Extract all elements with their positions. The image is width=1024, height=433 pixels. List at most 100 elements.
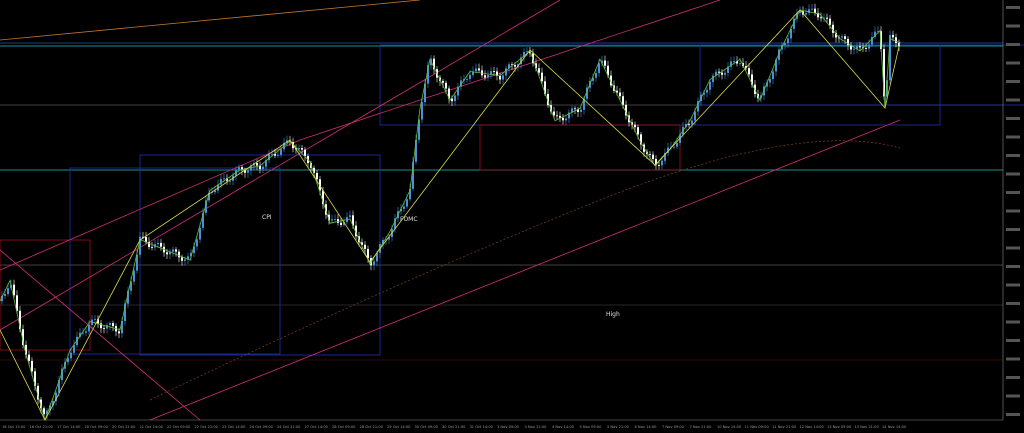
candle-body <box>895 37 897 43</box>
candle-body <box>274 153 276 156</box>
candle-body <box>715 71 717 76</box>
candle-body <box>568 112 570 119</box>
time-tick-label: 23 Oct 14:00 <box>222 425 246 429</box>
candle-body <box>766 82 768 87</box>
candle-body <box>31 360 33 372</box>
range-box <box>0 239 91 351</box>
candle-body <box>541 72 543 82</box>
price-tick-label <box>1006 154 1020 157</box>
cpi-annotation: CPI <box>262 214 272 221</box>
candle-body <box>112 323 114 327</box>
candle-body <box>448 88 450 99</box>
candle-body <box>832 24 834 33</box>
candle-body <box>364 244 366 249</box>
candle-body <box>868 44 870 49</box>
candle-body <box>610 75 612 86</box>
channel-line <box>0 0 561 331</box>
range-box <box>69 167 281 355</box>
candle-body <box>631 122 633 125</box>
candle-body <box>157 242 159 245</box>
candle-body <box>739 63 741 64</box>
price-tick-label <box>1006 302 1020 305</box>
candle-body <box>313 167 315 173</box>
candle-body <box>82 332 84 334</box>
candle-body <box>196 239 198 247</box>
candle-body <box>277 154 279 156</box>
candle-body <box>820 17 822 19</box>
candle-body <box>250 165 252 171</box>
candle-body <box>127 290 129 304</box>
candle-body <box>466 78 468 80</box>
candle-body <box>244 170 246 173</box>
candle-body <box>166 252 168 255</box>
candle-body <box>550 105 552 112</box>
candle-body <box>139 236 141 255</box>
candle-body <box>190 253 192 257</box>
candle-body <box>97 319 99 324</box>
candle-body <box>565 118 567 121</box>
candle-body <box>151 246 153 248</box>
candle-body <box>124 303 126 321</box>
candle-body <box>178 251 180 258</box>
candle-body <box>325 204 327 215</box>
candle-body <box>835 32 837 38</box>
candle-body <box>316 172 318 180</box>
time-tick-label: 6 Nov 14:00 <box>635 425 658 429</box>
candle-body <box>790 28 792 39</box>
candle-body <box>472 71 474 75</box>
candle-body <box>607 65 609 76</box>
candle-body <box>805 13 807 15</box>
candle-body <box>469 74 471 79</box>
price-tick-label <box>1006 376 1020 379</box>
time-tick-label: 3 Nov 21:00 <box>525 425 548 429</box>
candle-body <box>655 158 657 165</box>
price-axis <box>1006 6 1020 416</box>
candle-body <box>46 410 48 415</box>
candle-body <box>322 190 324 205</box>
candle-body <box>226 178 228 181</box>
candle-body <box>874 31 876 38</box>
time-axis: 16 Oct 15:00 16 Oct 21:00 17 Oct 14:00 20 O… <box>2 425 907 429</box>
candle-body <box>121 320 123 334</box>
candle-body <box>811 8 813 10</box>
candle-body <box>118 331 120 334</box>
time-tick-label: 11 Nov 09:00 <box>745 425 770 429</box>
price-tick-label <box>1006 61 1020 65</box>
candle-body <box>634 124 636 128</box>
candle-body <box>142 236 144 238</box>
candle-body <box>145 237 147 243</box>
candle-body <box>883 49 885 97</box>
time-tick-label: 17 Oct 14:00 <box>57 425 81 429</box>
candle-body <box>772 71 774 80</box>
time-tick-label: 16 Oct 21:00 <box>30 425 54 429</box>
candle-body <box>169 251 171 255</box>
time-tick-label: 30 Oct 21:00 <box>442 425 466 429</box>
channel-line <box>299 0 721 141</box>
candle-body <box>13 284 15 296</box>
candle-body <box>592 77 594 81</box>
candle-body <box>172 249 174 252</box>
candle-body <box>394 218 396 229</box>
candle-body <box>847 38 849 46</box>
candle-body <box>460 80 462 87</box>
candle-body <box>676 142 678 147</box>
candle-body <box>184 259 186 261</box>
candle-body <box>775 59 777 72</box>
candle-body <box>697 101 699 112</box>
candle-body <box>175 249 177 252</box>
candle-body <box>652 154 654 159</box>
price-tick-label <box>1006 394 1020 398</box>
candle-body <box>871 37 873 45</box>
candle-body <box>793 18 795 29</box>
time-tick-label: 12 Nov 14:00 <box>800 425 825 429</box>
time-tick-label: 28 Oct 21:00 <box>360 425 384 429</box>
price-tick-label <box>1006 246 1020 250</box>
range-box <box>479 124 681 171</box>
candle-body <box>451 98 453 102</box>
zigzag-lines <box>0 9 901 422</box>
price-tick-label <box>1006 320 1020 324</box>
candle-body <box>703 92 705 95</box>
time-tick-label: 28 Oct 09:00 <box>332 425 356 429</box>
channel-line <box>149 119 901 421</box>
